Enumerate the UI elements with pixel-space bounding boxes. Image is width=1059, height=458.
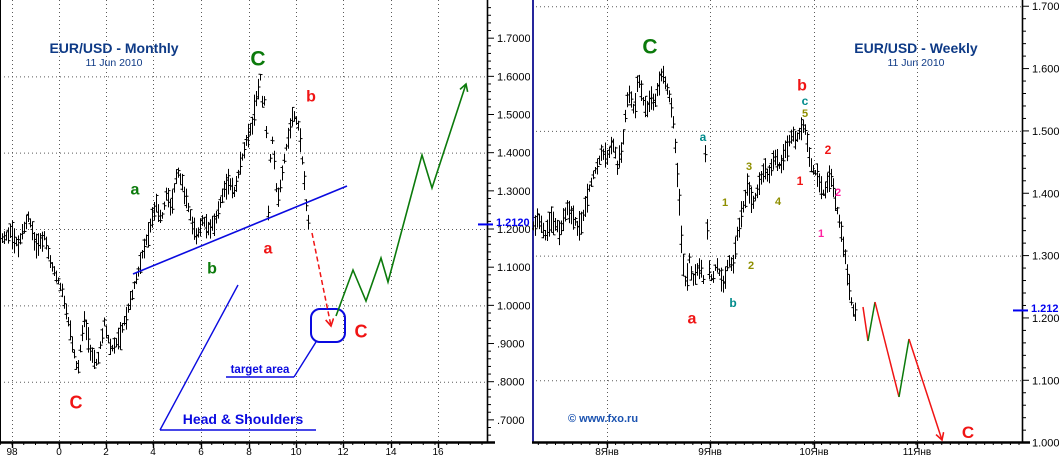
y-axis-label: 1.4000 <box>497 148 530 160</box>
target-pointer-line <box>293 341 317 378</box>
wave-label-5: 5 <box>802 108 808 120</box>
x-axis-label: 12 <box>337 447 349 458</box>
y-axis-label: .8000 <box>497 377 525 389</box>
y-axis-label: 1.6000 <box>497 71 530 83</box>
price-bars <box>0 73 311 374</box>
weekly-chart-svg: 1.7000 1.6000 1.5000 1.4000 1.3000 1.2000 1.10… <box>532 0 1059 458</box>
y-axis-label: 1.1000 <box>1032 375 1059 387</box>
forecast-leg-up-2 <box>898 338 910 398</box>
weekly-chart-date: 11 Jun 2010 <box>887 57 945 69</box>
x-axis-label: 2 <box>103 447 109 458</box>
x-axis-label: 9Янв <box>698 447 722 458</box>
wave-label-a: a <box>131 182 140 199</box>
copyright-watermark: © www.fxo.ru <box>568 413 639 425</box>
forecast-leg-down-2 <box>874 301 900 398</box>
wave-label-C: C <box>642 35 657 58</box>
y-axis-label: .9000 <box>497 339 525 351</box>
wave-label-2: 2 <box>835 187 841 199</box>
projection-down-arrow <box>311 232 331 326</box>
wave-label-C: C <box>962 423 974 442</box>
head-and-shoulders-label: Head & Shoulders <box>183 411 304 427</box>
y-axis-label: 1.2000 <box>497 224 530 236</box>
y-axis-label: 1.4000 <box>1032 188 1059 200</box>
wave-label-4: 4 <box>775 196 782 208</box>
forecast-leg-down-3 <box>908 338 942 440</box>
x-axis-label: 10Янв <box>799 447 828 458</box>
x-axis-label: 4 <box>150 447 156 458</box>
wave-label-a: a <box>700 130 707 144</box>
y-axis-label: .7000 <box>497 415 525 427</box>
wave-label-C: C <box>70 392 83 412</box>
annotations <box>862 301 942 440</box>
wave-label-a: a <box>264 241 273 258</box>
wave-label-1: 1 <box>722 197 728 209</box>
neckline-trendline <box>132 185 348 275</box>
wave-label-b: b <box>306 89 316 106</box>
y-axis-label: 1.3000 <box>1032 251 1059 263</box>
wave-label-2: 2 <box>748 260 754 272</box>
y-axis-label: 1.1000 <box>497 262 530 274</box>
x-axis-label: 0 <box>56 447 62 458</box>
forecast-leg-up-1 <box>867 301 876 342</box>
forecast-leg-down-1 <box>862 306 869 342</box>
monthly-chart-date: 11 Jun 2010 <box>85 57 143 69</box>
monthly-chart-svg: 1.7000 1.6000 1.5000 1.4000 1.3000 1.2000 1.10… <box>0 0 530 458</box>
axis-labels: 1.7000 1.6000 1.5000 1.4000 1.3000 1.2000 1.10… <box>6 33 530 458</box>
target-area-label: target area <box>231 364 290 376</box>
wave-label-1: 1 <box>818 228 824 240</box>
y-axis-label: 1.0000 <box>1032 438 1059 450</box>
wave-labels: a b C Ca b C <box>70 47 368 412</box>
x-axis-label: 98 <box>6 447 18 458</box>
y-axis-label: 1.0000 <box>497 300 530 312</box>
weekly-chart-title: EUR/USD - Weekly <box>854 40 978 56</box>
x-axis-label: 16 <box>432 447 444 458</box>
y-axis-label: 1.7000 <box>1032 1 1059 13</box>
wave-label-1: 1 <box>797 174 804 188</box>
y-axis-label: 1.6000 <box>1032 64 1059 76</box>
target-box <box>310 308 346 343</box>
monthly-chart-title: EUR/USD - Monthly <box>49 40 179 56</box>
gridlines <box>0 0 487 442</box>
axes <box>532 0 1030 448</box>
wave-label-b: b <box>729 296 736 310</box>
x-axis-label: 10 <box>290 447 302 458</box>
x-axis-label: 8 <box>246 447 252 458</box>
wave-label-C: C <box>355 321 368 341</box>
monthly-current-price-label: 1.2120 <box>496 217 530 229</box>
y-axis-label: 1.2000 <box>1032 313 1059 325</box>
wave-label-3: 3 <box>746 161 752 173</box>
x-axis-label: 6 <box>198 447 204 458</box>
annotations: Head & Shoulders target area <box>132 84 466 431</box>
weekly-current-price-label: 1.2120 <box>1031 303 1059 315</box>
projection-up-zigzag <box>335 84 466 317</box>
wave-label-b: b <box>797 78 807 95</box>
y-axis-label: 1.7000 <box>497 33 530 45</box>
x-axis-label: 14 <box>385 447 397 458</box>
hs-pointer-line <box>159 284 239 431</box>
gridlines <box>532 0 1022 442</box>
axes <box>0 0 495 448</box>
x-axis-label: 8Янв <box>595 447 619 458</box>
y-axis-label: 1.5000 <box>497 110 530 122</box>
axis-labels: 1.7000 1.6000 1.5000 1.4000 1.3000 1.2000 1.10… <box>595 1 1059 458</box>
wave-label-2: 2 <box>825 143 832 157</box>
y-axis-label: 1.5000 <box>1032 126 1059 138</box>
wave-label-C: C <box>250 47 265 70</box>
price-bars <box>532 65 858 321</box>
wave-label-a: a <box>688 311 697 328</box>
y-axis-label: 1.3000 <box>497 186 530 198</box>
wave-label-c: c <box>802 94 809 108</box>
x-axis-label: 11Янв <box>903 447 931 458</box>
wave-label-b: b <box>207 261 217 278</box>
